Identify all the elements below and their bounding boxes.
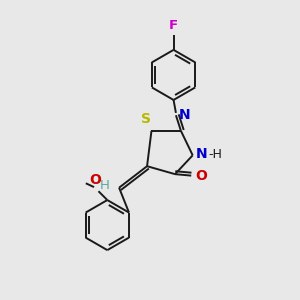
Text: O: O — [195, 169, 207, 183]
Text: -H: -H — [208, 148, 222, 161]
Text: N: N — [196, 147, 208, 161]
Text: N: N — [179, 108, 190, 122]
Text: O: O — [90, 173, 101, 187]
Text: H: H — [100, 179, 110, 192]
Text: F: F — [169, 19, 178, 32]
Text: S: S — [141, 112, 151, 126]
